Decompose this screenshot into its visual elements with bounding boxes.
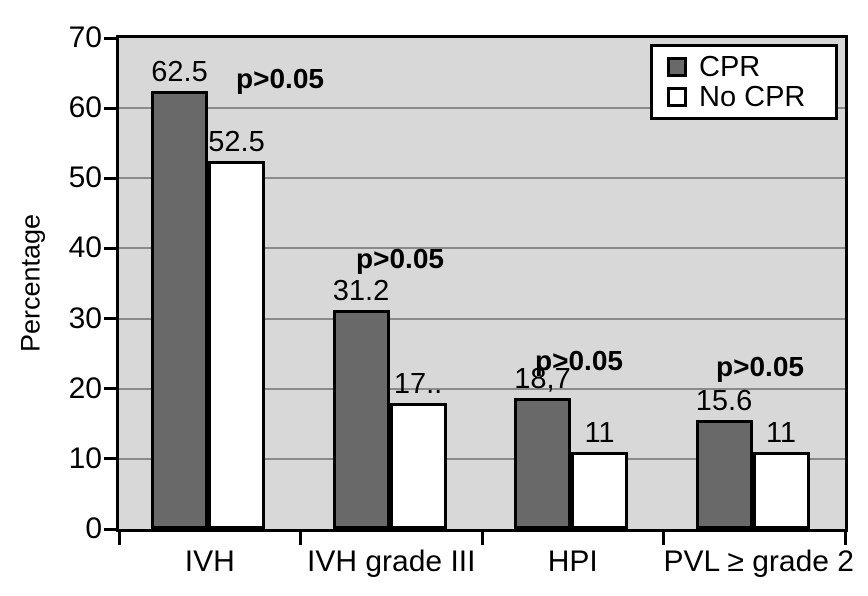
bar-value-label: 52.5 [208,125,265,158]
y-axis-tick-label-70: 70 [68,21,102,54]
bar-value-label: 15.6 [695,384,753,417]
y-axis-tick-label-60: 60 [68,91,102,125]
gridline-60 [119,107,845,110]
gridline-30 [119,317,845,320]
bar-value-label: 31.2 [332,275,390,308]
no-cpr-bar-1 [208,160,265,529]
y-axis-tick-60 [104,106,119,110]
cpr-series-swatch [667,57,687,77]
x-axis-tick-2 [480,532,484,545]
y-axis-tick-10 [104,457,119,461]
y-axis-tick-label-10: 10 [68,441,102,475]
no-cpr-series-swatch [667,87,687,107]
bar-value-label: 17.. [393,368,443,401]
bar-value-label: 11 [765,416,797,449]
x-axis-tick-1 [299,532,302,545]
no-cpr-bar-2 [389,403,447,529]
category-label-4: PVL ≥ grade 2 [663,545,854,578]
y-axis-tick-30 [104,317,119,321]
legend-item-no-cpr: No CPR [667,81,827,113]
y-axis-tick-0 [104,527,119,531]
cpr-bar-3 [514,397,571,529]
x-axis-tick-4 [843,532,847,545]
category-label-2: IVH grade III [307,545,476,578]
legend: CPR No CPR [650,44,838,120]
no-cpr-bar-3 [571,451,628,529]
cpr-bar-4 [695,419,753,529]
y-axis-tick-70 [104,36,119,40]
legend-label-cpr: CPR [699,51,761,83]
bar-value-label: 18,7 [514,362,571,395]
p-value-annotation-2: p>0.05 [356,243,444,274]
p-value-annotation-1: p>0.05 [236,63,324,94]
gridline-40 [119,247,845,250]
y-axis-tick-label-40: 40 [68,231,102,265]
p-value-annotation-3: p>0.05 [535,345,623,376]
y-axis-tick-50 [104,176,119,180]
y-axis-tick-40 [104,246,119,250]
x-axis-tick-3 [662,532,665,545]
bar-value-label: 62.5 [151,55,208,88]
no-cpr-bar-4 [752,451,810,529]
category-label-1: IVH [184,545,235,578]
legend-item-cpr: CPR [667,51,827,83]
gridline-20 [119,387,845,390]
bar-value-label: 11 [584,416,615,449]
gridline-10 [119,457,845,460]
cpr-bar-1 [151,90,208,529]
x-axis-tick-0 [117,532,121,545]
gridline-50 [119,177,845,180]
legend-label-no-cpr: No CPR [699,81,806,113]
category-label-3: HPI [547,545,598,578]
y-axis-tick-20 [104,387,119,391]
y-axis-tick-label-50: 50 [68,161,102,195]
y-axis-tick-label-20: 20 [68,371,102,405]
cpr-bar-2 [332,310,390,529]
y-axis-tick-label-0: 0 [85,512,102,545]
p-value-annotation-4: p>0.05 [716,351,804,382]
y-axis-tick-label-30: 30 [68,301,102,335]
